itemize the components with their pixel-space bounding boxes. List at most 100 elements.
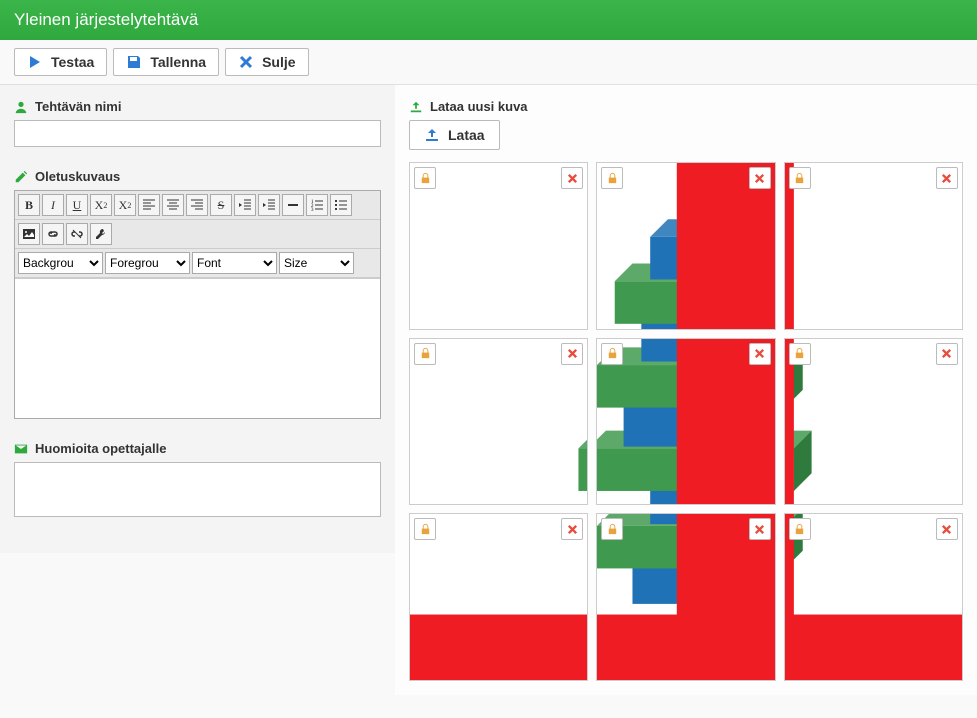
close-button[interactable]: Sulje (225, 48, 308, 76)
tile-delete-button[interactable] (936, 167, 958, 189)
task-name-label-row: Tehtävän nimi (14, 99, 381, 114)
close-icon (238, 54, 254, 70)
image-tile[interactable] (596, 513, 775, 681)
default-desc-group: Oletuskuvaus B I U X2 X2 S 123 (14, 169, 381, 419)
tile-delete-button[interactable] (561, 167, 583, 189)
rte-row-3: Backgrou Foregrou Font Size (15, 249, 380, 278)
tile-delete-button[interactable] (936, 518, 958, 540)
mail-icon (14, 442, 28, 456)
delete-icon (940, 347, 953, 360)
teacher-notes-group: Huomioita opettajalle (14, 441, 381, 517)
tile-toolbar (601, 518, 770, 540)
upload-heading-row: Lataa uusi kuva (409, 99, 963, 114)
tile-delete-button[interactable] (749, 343, 771, 365)
upload-btn-icon (424, 127, 440, 143)
rte-link[interactable] (42, 223, 64, 245)
rte-ul[interactable] (330, 194, 352, 216)
image-tile[interactable] (409, 338, 588, 506)
tile-toolbar (601, 343, 770, 365)
rte-superscript[interactable]: X2 (114, 194, 136, 216)
tile-toolbar (789, 343, 958, 365)
delete-icon (940, 172, 953, 185)
delete-icon (753, 347, 766, 360)
default-desc-label-row: Oletuskuvaus (14, 169, 381, 184)
tile-toolbar (414, 343, 583, 365)
main-toolbar: Testaa Tallenna Sulje (0, 40, 977, 85)
tile-delete-button[interactable] (561, 343, 583, 365)
rte-ol[interactable]: 123 (306, 194, 328, 216)
tile-lock-button[interactable] (414, 518, 436, 540)
delete-icon (753, 172, 766, 185)
rte-subscript[interactable]: X2 (90, 194, 112, 216)
lock-icon (793, 347, 806, 360)
rte-body[interactable] (15, 278, 380, 418)
image-tile[interactable] (596, 162, 775, 330)
rte-underline[interactable]: U (66, 194, 88, 216)
edit-icon (14, 170, 28, 184)
rte-align-left[interactable] (138, 194, 160, 216)
lock-icon (793, 172, 806, 185)
test-button-label: Testaa (51, 54, 94, 70)
rte-size-select[interactable]: Size (279, 252, 354, 274)
tile-lock-button[interactable] (601, 343, 623, 365)
rte-row-1: B I U X2 X2 S 123 (15, 191, 380, 220)
image-tile[interactable] (596, 338, 775, 506)
tile-delete-button[interactable] (936, 343, 958, 365)
teacher-notes-input[interactable] (14, 462, 381, 517)
task-name-input[interactable] (14, 120, 381, 147)
delete-icon (566, 523, 579, 536)
tile-delete-button[interactable] (749, 167, 771, 189)
rte-image[interactable] (18, 223, 40, 245)
rte-bold[interactable]: B (18, 194, 40, 216)
tile-delete-button[interactable] (561, 518, 583, 540)
image-tile[interactable] (784, 338, 963, 506)
rte-outdent[interactable] (234, 194, 256, 216)
rte-indent[interactable] (258, 194, 280, 216)
lock-icon (606, 347, 619, 360)
tile-toolbar (414, 518, 583, 540)
rte-hr[interactable] (282, 194, 304, 216)
tile-lock-button[interactable] (601, 167, 623, 189)
lock-icon (419, 523, 432, 536)
rte-strike[interactable]: S (210, 194, 232, 216)
rte-tool[interactable] (90, 223, 112, 245)
save-button[interactable]: Tallenna (113, 48, 219, 76)
tile-lock-button[interactable] (789, 518, 811, 540)
lock-icon (793, 523, 806, 536)
lock-icon (419, 172, 432, 185)
tile-toolbar (789, 518, 958, 540)
rte-bg-select[interactable]: Backgrou (18, 252, 103, 274)
tile-lock-button[interactable] (789, 343, 811, 365)
teacher-notes-label-row: Huomioita opettajalle (14, 441, 381, 456)
tile-lock-button[interactable] (414, 167, 436, 189)
tile-toolbar (414, 167, 583, 189)
upload-button-label: Lataa (448, 127, 485, 143)
tile-lock-button[interactable] (601, 518, 623, 540)
upload-button[interactable]: Lataa (409, 120, 500, 150)
tile-toolbar (601, 167, 770, 189)
task-name-label: Tehtävän nimi (35, 99, 121, 114)
tile-lock-button[interactable] (414, 343, 436, 365)
save-button-label: Tallenna (150, 54, 206, 70)
image-tile[interactable] (409, 162, 588, 330)
upload-icon (409, 100, 423, 114)
test-button[interactable]: Testaa (14, 48, 107, 76)
rich-text-editor: B I U X2 X2 S 123 (14, 190, 381, 419)
rte-align-center[interactable] (162, 194, 184, 216)
rte-unlink[interactable] (66, 223, 88, 245)
rte-align-right[interactable] (186, 194, 208, 216)
image-tile[interactable] (784, 162, 963, 330)
left-panel: Tehtävän nimi Oletuskuvaus B I U X2 X2 (0, 85, 395, 553)
image-tile[interactable] (409, 513, 588, 681)
svg-text:3: 3 (311, 208, 314, 212)
image-tile[interactable] (784, 513, 963, 681)
teacher-notes-label: Huomioita opettajalle (35, 441, 166, 456)
play-icon (27, 54, 43, 70)
tile-lock-button[interactable] (789, 167, 811, 189)
tile-delete-button[interactable] (749, 518, 771, 540)
rte-font-select[interactable]: Font (192, 252, 277, 274)
upload-heading: Lataa uusi kuva (430, 99, 528, 114)
user-icon (14, 100, 28, 114)
rte-fg-select[interactable]: Foregrou (105, 252, 190, 274)
rte-italic[interactable]: I (42, 194, 64, 216)
